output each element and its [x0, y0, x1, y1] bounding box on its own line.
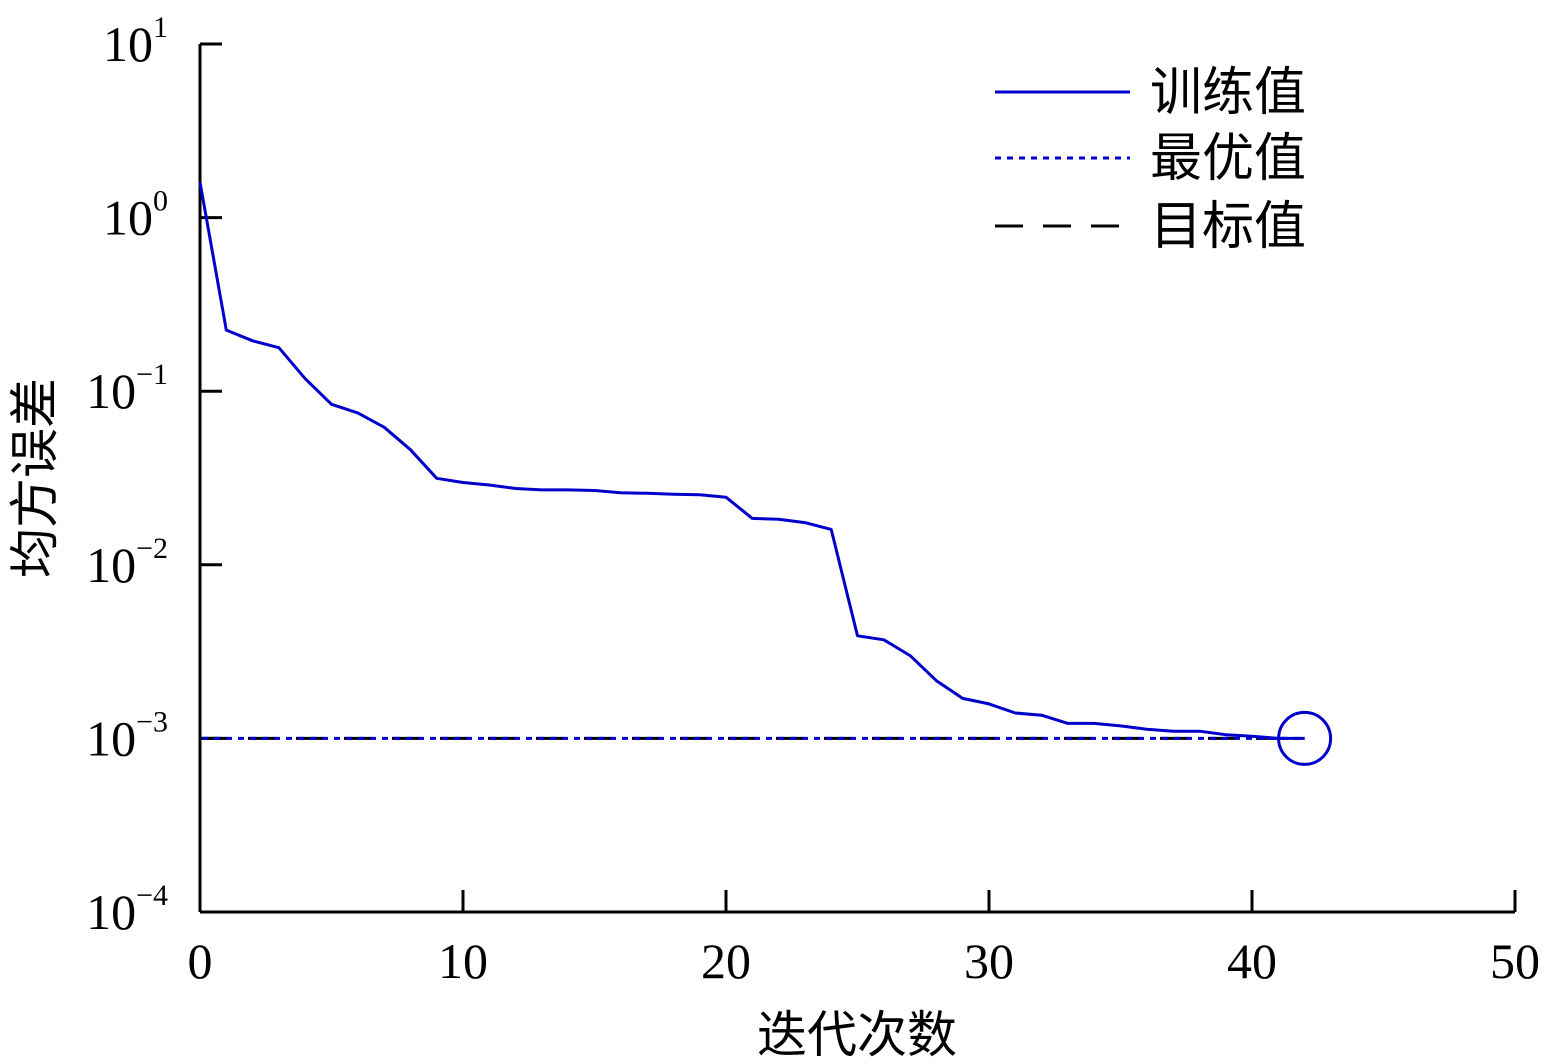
y-tick-exponent: −4: [136, 879, 168, 912]
y-tick-base: 10: [86, 884, 136, 940]
y-tick-base: 10: [86, 537, 136, 593]
y-tick-base: 10: [86, 363, 136, 419]
y-tick-exponent: −3: [136, 705, 168, 738]
x-tick-label: 30: [964, 933, 1014, 989]
series-line-0: [198, 181, 1305, 740]
y-axis-title: 均方误差: [6, 378, 64, 578]
y-tick-base: 10: [103, 190, 153, 246]
axes: [198, 44, 1515, 914]
y-tick-label: 10−2: [86, 532, 168, 593]
y-tick-label: 101: [103, 11, 168, 72]
x-tick-label: 20: [701, 933, 751, 989]
y-tick-exponent: 0: [153, 185, 168, 218]
x-axis-title: 迭代次数: [757, 1006, 957, 1064]
x-tick-label: 10: [438, 933, 488, 989]
x-tick-label: 40: [1227, 933, 1277, 989]
x-tick-label: 50: [1490, 933, 1540, 989]
y-tick-exponent: 1: [153, 11, 168, 44]
y-tick-base: 10: [86, 710, 136, 766]
y-tick-label: 10−1: [86, 358, 168, 419]
x-tick-label: 0: [188, 933, 213, 989]
series-lines: [198, 181, 1305, 740]
y-tick-base: 10: [103, 16, 153, 72]
legend-label-0: 训练值: [1150, 63, 1306, 123]
y-tick-exponent: −1: [136, 358, 168, 391]
marker-layer: [1277, 710, 1333, 766]
best-point-marker: [1277, 710, 1333, 766]
y-tick-label: 100: [103, 185, 168, 246]
legend-label-2: 目标值: [1150, 197, 1306, 257]
x-ticks: 0 10 20 30 40 50: [188, 890, 1540, 989]
y-tick-label: 10−3: [86, 705, 168, 766]
y-tick-label: 10−4: [86, 879, 168, 940]
y-tick-exponent: −2: [136, 532, 168, 565]
legend-label-1: 最优值: [1150, 129, 1306, 189]
